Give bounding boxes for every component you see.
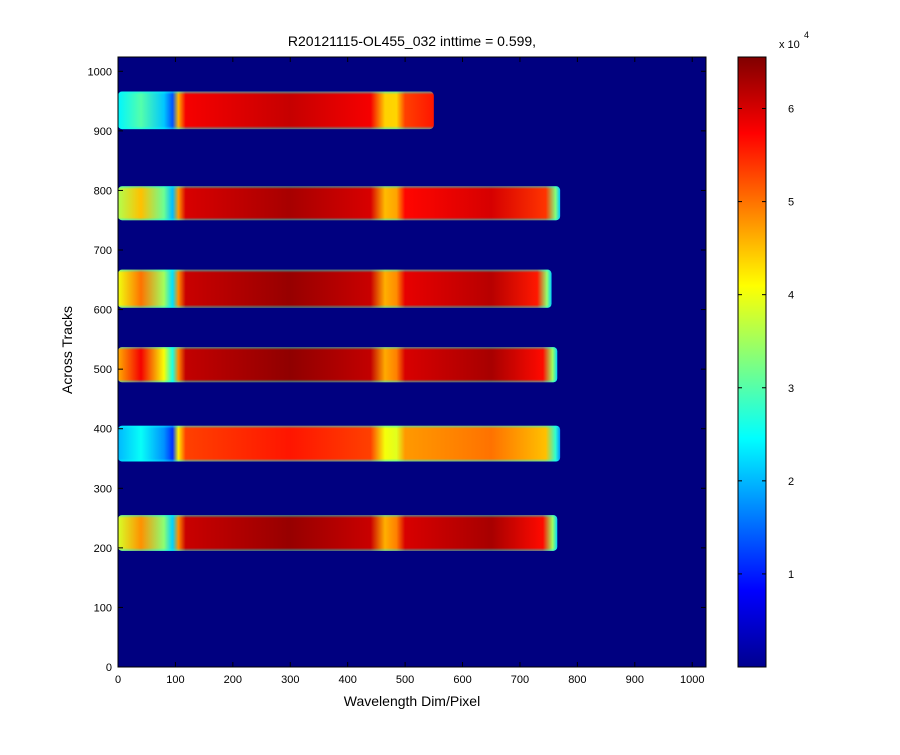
y-tick-label: 900 <box>94 126 112 138</box>
x-tick-label: 100 <box>166 674 184 686</box>
x-tick-label: 400 <box>339 674 357 686</box>
y-tick-label: 1000 <box>88 66 112 78</box>
y-tick-label: 600 <box>94 305 112 317</box>
track-band-edge-6 <box>118 515 558 551</box>
y-tick-label: 700 <box>94 245 112 257</box>
colorbar-multiplier-exponent: 4 <box>804 30 809 40</box>
track-band-edge-5 <box>118 425 561 462</box>
plot-frame <box>117 56 707 668</box>
x-tick-label: 700 <box>511 674 529 686</box>
colorbar-tick-label: 3 <box>788 383 794 395</box>
y-tick-label: 500 <box>94 364 112 376</box>
colorbar-tick-label: 1 <box>788 569 794 581</box>
x-tick-label: 900 <box>626 674 644 686</box>
x-tick-label: 200 <box>224 674 242 686</box>
track-band-edge-4 <box>118 347 558 383</box>
x-tick-label: 800 <box>568 674 586 686</box>
colorbar-tick-label: 5 <box>788 197 794 209</box>
colorbar-tick-label: 6 <box>788 104 794 116</box>
x-tick-label: 500 <box>396 674 414 686</box>
track-band-edge-1 <box>118 91 434 130</box>
x-axis-title: Wavelength Dim/Pixel <box>344 693 480 709</box>
y-tick-label: 400 <box>94 424 112 436</box>
colorbar-tick-label: 4 <box>788 290 794 302</box>
x-tick-label: 600 <box>453 674 471 686</box>
colorbar-multiplier-base: x 10 <box>779 39 800 51</box>
colorbar: 1 2 3 4 5 6 <box>737 56 794 668</box>
y-tick-label: 300 <box>94 483 112 495</box>
y-tick-label: 800 <box>94 185 112 197</box>
track-band-edge-2 <box>118 186 561 221</box>
colorbar-tick-label: 2 <box>788 476 794 488</box>
chart-title: R20121115-OL455_032 inttime = 0.599, <box>288 33 536 49</box>
x-tick-label: 300 <box>281 674 299 686</box>
y-tick-label: 100 <box>94 602 112 614</box>
colorbar-gradient <box>737 56 767 668</box>
y-axis-title: Across Tracks <box>59 306 75 394</box>
x-tick-label: 0 <box>115 674 121 686</box>
x-tick-label: 1000 <box>680 674 704 686</box>
y-tick-label: 0 <box>106 662 112 674</box>
plot-area: 0 100 200 300 400 500 600 700 800 900 1000 0 100 200 3… <box>88 56 707 686</box>
y-tick-label: 200 <box>94 543 112 555</box>
track-band-edge-3 <box>118 269 552 308</box>
